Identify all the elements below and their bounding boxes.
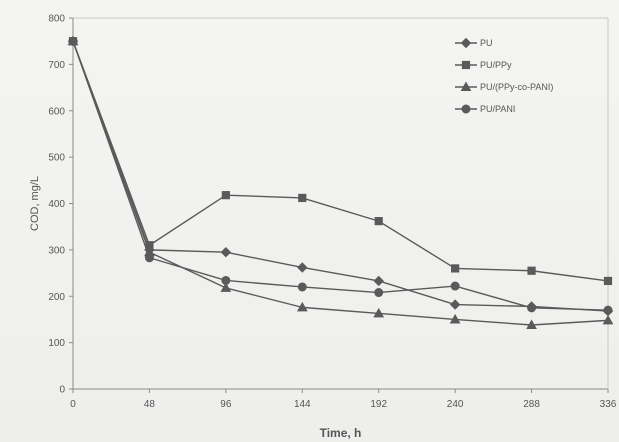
data-point-pu-pani [603,305,613,315]
legend-label: PU [480,38,493,48]
x-axis-title: Time, h [320,426,362,440]
data-point-pu-pani [68,36,78,46]
data-point-pu-ppy-co-pani [373,307,385,318]
x-tick-label: 288 [523,399,540,410]
x-tick-label: 0 [70,399,76,410]
x-tick-label: 144 [294,399,311,410]
data-point-pu-pani [374,288,384,298]
data-point-pu-ppy [221,191,230,200]
legend-marker [460,37,472,49]
data-point-pu-ppy [298,193,307,203]
data-point-pu [373,275,384,287]
data-point-pu-ppy [451,264,460,273]
y-tick-label: 800 [48,14,65,25]
legend-marker [461,104,471,114]
series-line-pu-ppy-co-pani [72,40,609,326]
data-point-pu-ppy-co-pani [526,319,537,330]
legend-item: PU/PPy [455,60,512,70]
data-point-pu-ppy-co-pani [602,314,614,325]
y-axis-ticks: 0 100 200 300 400 500 600 700 800 [48,14,73,396]
data-point-pu-ppy [603,276,613,286]
legend-marker [461,60,471,70]
x-tick-label: 48 [144,399,156,410]
x-tick-label: 96 [220,399,232,410]
y-tick-label: 300 [48,245,65,256]
y-tick-label: 700 [48,60,65,71]
data-point-pu-ppy-co-pani [296,301,308,312]
legend-label: PU/(PPy-co-PANI) [480,82,553,92]
y-tick-label: 600 [48,106,65,117]
y-tick-label: 200 [48,292,65,303]
y-tick-label: 500 [48,153,65,164]
legend-item: PU/PANI [455,104,515,114]
data-point-pu-pani [221,275,231,285]
series-pu-pani [68,36,613,315]
legend-label: PU/PANI [480,104,515,114]
data-point-pu-pani [297,282,307,292]
y-tick-label: 0 [59,385,65,396]
data-point-pu-ppy-co-pani [220,282,232,292]
series-line-pu-pani [72,40,609,311]
x-tick-label: 192 [370,399,387,410]
legend-label: PU/PPy [480,60,512,70]
series-line-pu [72,40,609,312]
data-point-pu-pani [144,253,154,263]
data-point-pu-ppy [527,266,536,275]
data-point-pu-ppy-co-pani [449,313,461,324]
data-point-pu-pani [527,303,537,313]
x-tick-label: 336 [600,399,617,410]
data-point-pu [220,246,232,258]
series-layer [67,35,614,330]
y-tick-label: 400 [48,199,65,210]
y-axis-title: COD, mg/L [29,176,41,231]
x-axis-ticks: 0 48 96 144 192 240 288 336 [70,389,617,410]
legend-marker [460,81,472,91]
legend: PU PU/PPy PU/(PPy-co-PANI) PU/PANI [455,37,553,114]
x-tick-label: 240 [447,399,464,410]
data-point-pu [449,299,461,310]
data-point-pu-ppy [374,217,383,226]
data-point-pu [297,262,308,273]
data-point-pu-pani [450,281,460,291]
legend-item: PU/(PPy-co-PANI) [455,81,553,92]
series-line-pu-ppy [72,40,609,282]
legend-item: PU [455,37,493,49]
y-tick-label: 100 [48,338,65,349]
